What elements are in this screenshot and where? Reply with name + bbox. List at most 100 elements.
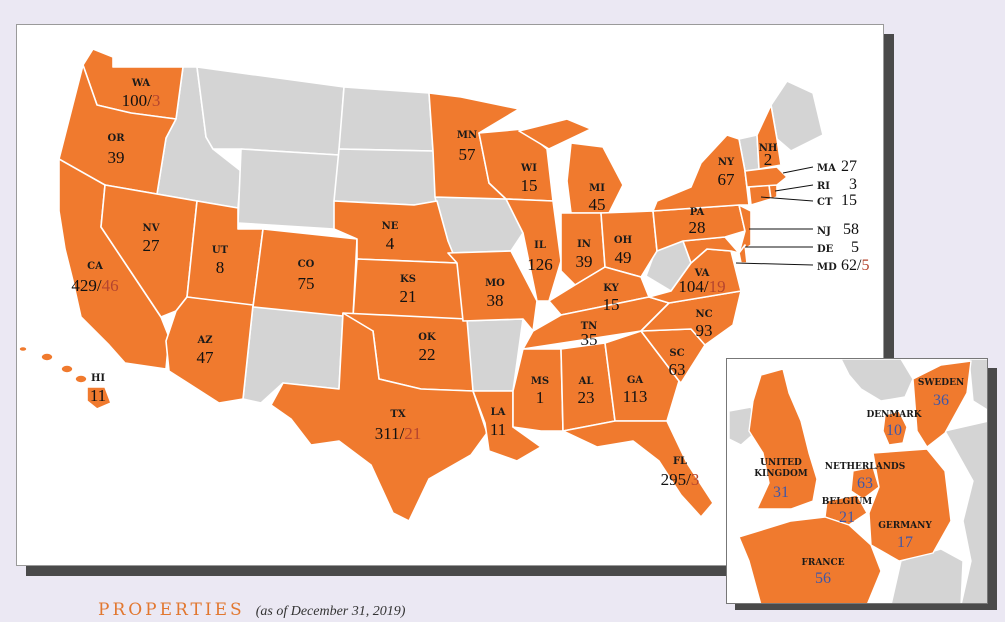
state-count: 311	[375, 424, 400, 443]
state-label-WA: WA 100/3	[122, 78, 161, 110]
state-shape-CT	[748, 184, 772, 206]
state-shape-NY	[652, 134, 750, 212]
state-label-CO: CO 75	[298, 259, 315, 293]
country-shape-denmark	[882, 410, 908, 446]
state-label-AL: AL 23	[578, 376, 595, 407]
state-code: MN	[457, 130, 477, 141]
state-code: OH	[614, 235, 632, 246]
callout-secondary-count: 5	[861, 257, 869, 274]
state-code: HI	[91, 373, 105, 384]
callout-count: 15	[841, 192, 857, 209]
state-code: OR	[107, 133, 125, 144]
state-code: TX	[390, 409, 405, 420]
country-label-belgium: BELGIUM 21	[822, 497, 873, 526]
state-count: 38	[487, 291, 504, 310]
country-shape-sweden	[912, 360, 972, 448]
state-shape-HI-5	[86, 386, 112, 410]
country-count: 63	[857, 475, 873, 492]
country-label-netherlands: NETHERLANDS 63	[825, 462, 905, 492]
state-code: IN	[577, 239, 591, 250]
state-count: 28	[689, 218, 706, 237]
state-count: 39	[108, 148, 125, 167]
state-label-VA: VA 104/19	[678, 268, 725, 296]
state-code: MS	[531, 376, 549, 387]
state-label-NY: NY 67	[718, 157, 736, 189]
state-label-KS: KS 21	[400, 274, 417, 306]
state-label-OK: OK 22	[418, 332, 436, 364]
state-count: 27	[143, 236, 161, 255]
state-shape-GA	[604, 330, 680, 422]
callout-RI: RI 3	[817, 176, 857, 193]
state-label-GA: GA 113	[623, 375, 648, 406]
state-count: 67	[718, 170, 736, 189]
country-name: NETHERLANDS	[825, 462, 905, 472]
state-shape-WY	[237, 148, 340, 230]
country-name-line2: KINGDOM	[754, 469, 808, 479]
state-code: AZ	[196, 335, 212, 346]
country-label-uk: UNITED KINGDOM 31	[754, 458, 808, 501]
state-count: 45	[589, 195, 606, 214]
country-label-sweden: SWEDEN 36	[918, 378, 964, 409]
state-count: 100	[122, 91, 148, 110]
svg-text:104/19: 104/19	[678, 277, 725, 296]
country-name: UNITED	[760, 458, 802, 468]
state-code: CA	[87, 261, 103, 272]
state-shape-MO	[447, 250, 538, 332]
state-label-OR: OR 39	[107, 133, 125, 167]
state-count: 57	[459, 145, 477, 164]
country-shape-uk	[748, 368, 818, 510]
callout-leaders	[735, 166, 814, 266]
callout-code: MD	[817, 262, 837, 273]
callout-count: 58	[843, 221, 859, 238]
country-name: BELGIUM	[822, 497, 873, 507]
state-count: 47	[197, 348, 215, 367]
state-code: KS	[400, 274, 416, 285]
country-shape-france	[738, 516, 882, 603]
state-count: 15	[521, 176, 538, 195]
state-label-UT: UT 8	[212, 245, 229, 277]
state-shape-NH	[756, 104, 782, 170]
state-code: IL	[534, 240, 546, 251]
state-shape-RI	[768, 184, 778, 200]
state-code: WI	[520, 163, 537, 174]
country-label-germany: GERMANY 17	[878, 521, 932, 551]
state-shape-HI-2	[40, 352, 54, 362]
state-label-LA: LA 11	[490, 407, 506, 439]
state-count: 39	[576, 252, 593, 271]
state-code: MO	[485, 278, 505, 289]
country-name: DENMARK	[866, 410, 922, 420]
svg-text:100/3: 100/3	[122, 91, 161, 110]
state-code: NY	[718, 157, 735, 168]
state-label-IL: IL 126	[527, 240, 553, 274]
state-shape-HI-3	[60, 364, 74, 374]
svg-text:295/3: 295/3	[661, 470, 700, 489]
state-count: 93	[696, 321, 713, 340]
state-label-AZ: AZ 47	[196, 335, 214, 367]
footer-subtitle: (as of December 31, 2019)	[255, 604, 406, 619]
country-count: 31	[773, 484, 789, 501]
country-label-france: FRANCE 56	[801, 558, 844, 587]
state-label-KY: KY 15	[603, 283, 620, 314]
state-label-MI: MI 45	[589, 183, 606, 214]
state-code: GA	[627, 375, 644, 386]
land-east	[944, 420, 987, 603]
state-count: 49	[615, 248, 632, 267]
state-code: VA	[694, 268, 710, 279]
callout-count: 62	[841, 257, 857, 274]
state-count: 15	[603, 295, 620, 314]
callout-code: RI	[817, 181, 830, 192]
state-label-MS: MS 1	[531, 376, 549, 407]
state-label-TN: TN 35	[581, 321, 598, 349]
state-code: LA	[491, 407, 506, 418]
state-count: 35	[581, 330, 598, 349]
state-count: 75	[298, 274, 315, 293]
land-finland	[968, 359, 987, 411]
state-label-WI: WI 15	[520, 163, 537, 195]
us-map: WA 100/3 OR 39 CA 429/46 NV 27 UT 8 AZ 4…	[18, 48, 869, 522]
state-code: TN	[581, 321, 598, 332]
state-shape-MT	[196, 66, 345, 156]
callout-NJ: NJ 58	[817, 221, 859, 238]
country-name: SWEDEN	[918, 378, 964, 388]
state-code: UT	[212, 245, 229, 256]
state-code: WA	[131, 78, 151, 89]
